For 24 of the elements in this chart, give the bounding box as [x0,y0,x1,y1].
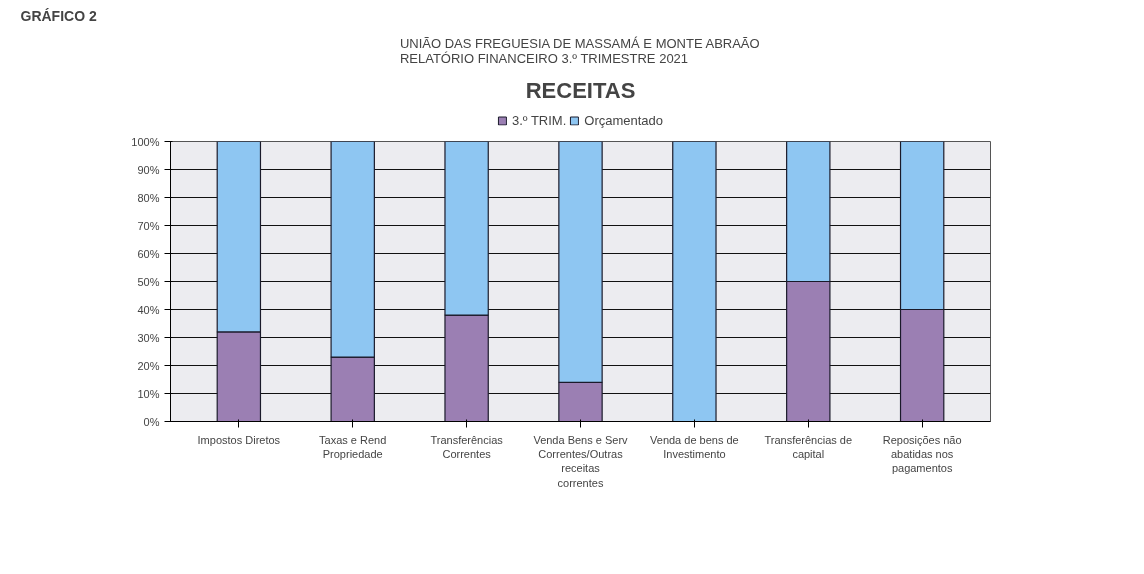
y-tick-label: 40% [137,303,160,316]
y-tick-label: 50% [137,275,160,288]
y-tick-label: 100% [131,135,160,148]
x-tick-label: Reposições não abatidas nos pagamentos [882,433,962,475]
legend-label: Orçamentado [584,112,664,128]
y-tick-label: 60% [137,247,160,260]
x-tick-label: Transferências Correntes [430,433,504,460]
y-tick-label: 90% [137,163,160,176]
text: GRÁFICO 2 [20,7,97,24]
x-tick-label: Taxas e Rend Propriedade [319,433,387,460]
y-tick-label: 20% [137,359,160,372]
x-tick-label: Venda Bens e Serv Correntes/Outras receitas correntes [533,433,629,489]
bar [672,141,717,422]
y-tick-label: 10% [137,387,160,400]
y-tick-label: 30% [137,331,160,344]
x-tick-label: Transferências de capital [764,433,853,460]
y-tick-label: 70% [137,219,160,232]
x-tick-label: Venda de bens de Investimento [650,433,739,460]
y-tick-label: 80% [137,191,160,204]
x-tick-label: Impostos Diretos [197,433,281,446]
chart-subtitle: UNIÃO DAS FREGUESIA DE MASSAMÁ E MONTE ABRAÃO RELATÓRIO FINANCEIRO 3.º TRIMESTRE 2021 [399,35,760,66]
y-tick-label: 0% [143,415,160,428]
legend-label: 3.º TRIM. [511,112,567,128]
chart-title: RECEITAS [525,77,636,103]
